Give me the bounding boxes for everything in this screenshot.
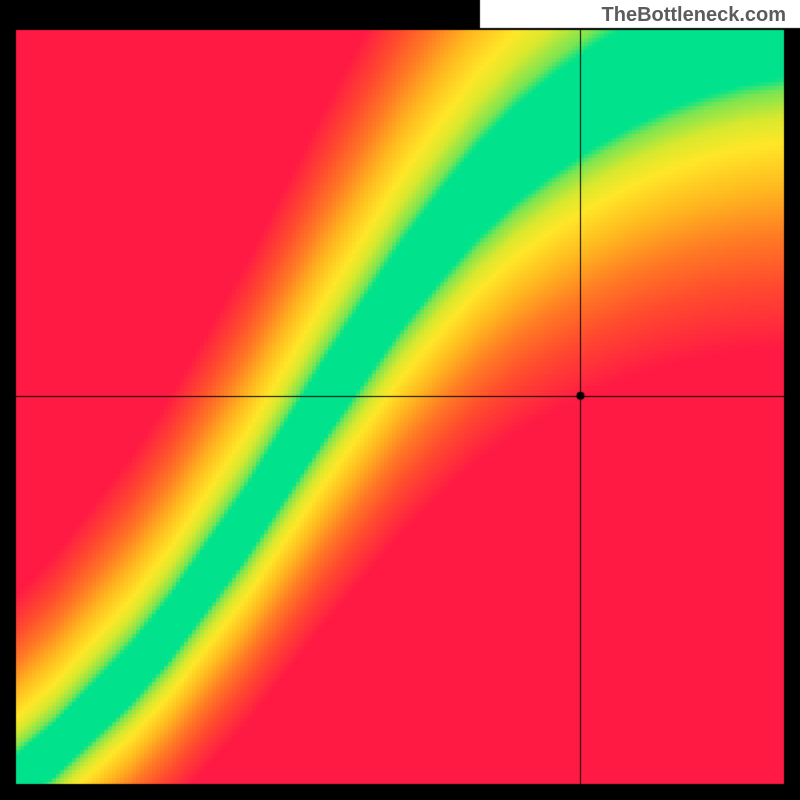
bottleneck-heatmap: [0, 0, 800, 800]
watermark-text: TheBottleneck.com: [602, 4, 786, 27]
chart-container: TheBottleneck.com: [0, 0, 800, 800]
